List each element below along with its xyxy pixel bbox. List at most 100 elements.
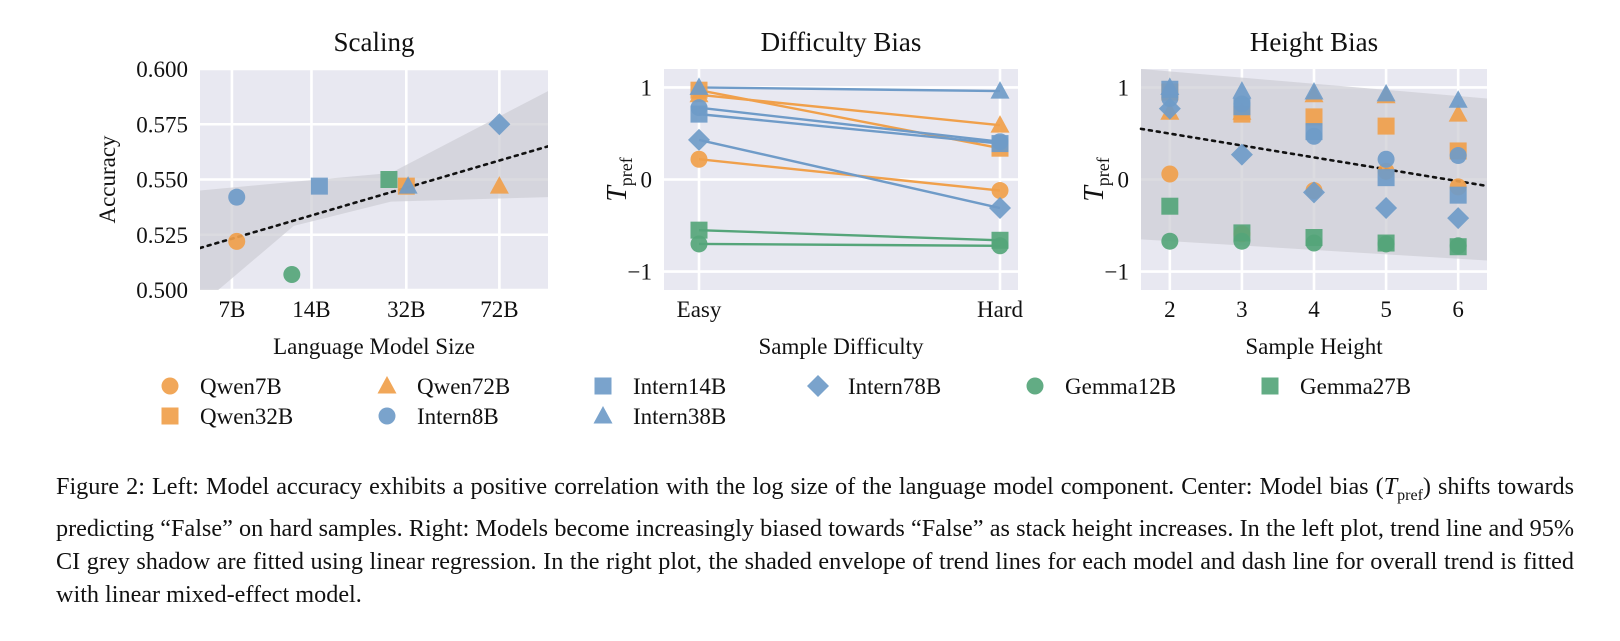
x-tick-label: 7B <box>219 297 246 322</box>
point-gemma27b <box>1305 229 1323 247</box>
legend-item-qwen32b: Qwen32B <box>161 404 293 429</box>
point-gemma27b <box>1233 224 1251 242</box>
point-intern78b <box>688 128 710 151</box>
point-intern78b <box>1447 207 1470 230</box>
y-tick-label: −1 <box>1105 260 1129 285</box>
y-tick-label: 0.575 <box>136 112 188 137</box>
legend-marker-triangle <box>593 406 613 424</box>
scaling-chart: 0.500 0.525 0.550 0.575 0.600 7B 14B 32B 72B Scal… <box>95 27 548 359</box>
series-line-qwen72b <box>698 93 1001 127</box>
series-line-intern38b <box>698 86 1001 93</box>
x-tick-label: Easy <box>677 297 722 322</box>
point-intern78b <box>488 113 511 136</box>
y-tick-label: 1 <box>641 75 653 100</box>
clipped-content <box>200 91 548 290</box>
legend-label: Intern8B <box>417 404 499 429</box>
point-intern38b <box>1448 90 1468 108</box>
figure: 0.500 0.525 0.550 0.575 0.600 7B 14B 32B 72B Scal… <box>95 27 1489 429</box>
point-intern14b <box>1377 169 1395 187</box>
legend-item-intern78b: Intern78B <box>807 374 941 399</box>
point-intern8b <box>1449 147 1467 165</box>
series-line-gemma27b <box>698 228 1001 242</box>
y-tick-label: 0.550 <box>136 168 188 193</box>
legend-marker-circle <box>378 407 396 425</box>
point-intern78b <box>1375 197 1398 220</box>
difficulty-bias-chart: −1 0 1 Easy Hard Difficulty Bias Sample Diffic… <box>602 27 1023 359</box>
point-gemma27b <box>380 171 398 188</box>
x-tick-label: 72B <box>480 297 518 322</box>
legend-marker-square <box>1261 377 1279 395</box>
point-qwen7b <box>690 150 708 168</box>
y-tick-label: −1 <box>628 260 652 285</box>
point-intern14b <box>1449 186 1467 204</box>
legend-item-gemma12b: Gemma12B <box>1026 374 1176 399</box>
point-intern38b <box>1304 82 1324 100</box>
point-qwen7b <box>991 182 1009 200</box>
legend-item-gemma27b: Gemma27B <box>1261 374 1411 399</box>
y-axis-symbol: T <box>602 184 633 202</box>
legend-label: Qwen32B <box>200 404 293 429</box>
legend-item-qwen7b: Qwen7B <box>161 374 282 399</box>
figure-caption: Figure 2: Left: Model accuracy exhibits … <box>56 470 1574 611</box>
point-qwen72b <box>990 115 1010 133</box>
point-intern14b <box>310 177 328 195</box>
legend-label: Intern78B <box>848 374 941 399</box>
point-gemma12b <box>690 235 708 253</box>
chart-title: Scaling <box>334 27 415 57</box>
x-tick-label: 2 <box>1164 297 1176 322</box>
point-gemma12b <box>1161 232 1179 250</box>
legend-marker-circle <box>161 377 179 395</box>
y-axis-label: Tpref <box>1079 157 1113 202</box>
point-intern38b <box>689 77 709 95</box>
chart-title: Difficulty Bias <box>761 27 922 57</box>
y-tick-label: 0.525 <box>136 223 188 248</box>
legend-item-intern14b: Intern14B <box>594 374 726 399</box>
x-tick-label: 6 <box>1452 297 1464 322</box>
legend-marker-square <box>161 407 179 425</box>
point-intern38b <box>1160 77 1180 95</box>
y-tick-label: 0.600 <box>136 57 188 82</box>
x-axis-label: Sample Difficulty <box>758 334 924 359</box>
point-intern38b <box>1376 83 1396 102</box>
point-gemma27b <box>1449 238 1467 256</box>
point-intern38b <box>1232 81 1252 99</box>
series-line-gemma12b <box>698 242 1001 247</box>
y-tick-label: 1 <box>1118 75 1130 100</box>
confidence-band <box>200 91 548 290</box>
point-intern78b <box>1158 97 1181 120</box>
point-intern38b <box>990 81 1010 99</box>
legend-label: Gemma27B <box>1300 374 1411 399</box>
legend-item-qwen72b: Qwen72B <box>377 374 510 399</box>
point-gemma27b <box>1377 234 1395 252</box>
point-qwen72b <box>1448 104 1468 122</box>
x-tick-label: 4 <box>1308 297 1320 322</box>
point-qwen7b <box>228 232 246 250</box>
legend-item-intern8b: Intern8B <box>378 404 499 429</box>
point-intern14b <box>1305 123 1323 141</box>
point-gemma27b <box>1161 197 1179 215</box>
point-intern78b <box>989 197 1011 220</box>
point-intern8b <box>1377 150 1395 168</box>
point-qwen32b <box>1377 117 1395 135</box>
point-gemma12b <box>283 266 301 284</box>
x-tick-label: 32B <box>387 297 425 322</box>
point-intern38b <box>398 176 418 194</box>
legend-marker-diamond <box>807 375 829 397</box>
y-tick-label: 0.500 <box>136 278 188 303</box>
legend-label: Gemma12B <box>1065 374 1176 399</box>
legend-label: Qwen7B <box>200 374 282 399</box>
legend-item-intern38b: Intern38B <box>593 404 726 429</box>
trend-line <box>1139 127 1489 188</box>
caption-symbol: T <box>1383 473 1398 500</box>
caption-symbol-sub: pref <box>1397 486 1423 504</box>
y-tick-label: 0 <box>1118 168 1130 193</box>
chart-title: Height Bias <box>1250 27 1378 57</box>
point-intern78b <box>1230 143 1253 166</box>
series-line-intern14b <box>698 112 1001 145</box>
series-line-intern8b <box>698 106 1001 143</box>
legend-label: Intern14B <box>633 374 726 399</box>
caption-part-2: ) shifts towards predicting “False” on h… <box>56 473 1575 608</box>
trend-envelope <box>1141 69 1487 261</box>
point-intern8b <box>228 188 246 206</box>
x-tick-label: 5 <box>1380 297 1392 322</box>
